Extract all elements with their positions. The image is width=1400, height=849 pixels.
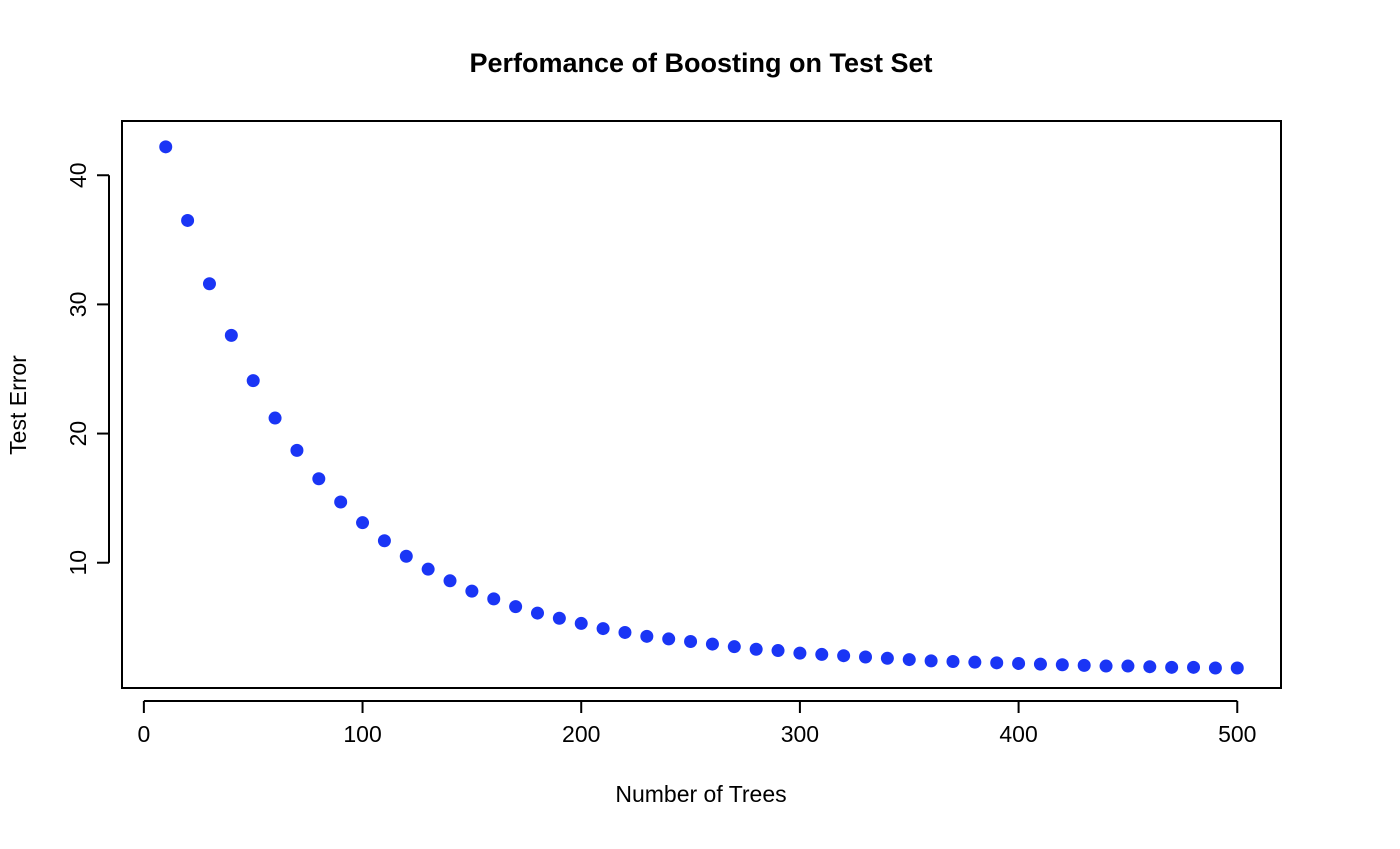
data-point: [487, 592, 501, 606]
data-point: [399, 549, 413, 563]
data-point: [946, 655, 960, 669]
x-tick-label: 400: [999, 721, 1037, 747]
data-point: [530, 606, 544, 620]
data-point: [312, 472, 326, 486]
data-point: [1143, 660, 1157, 674]
y-tick-label: 10: [65, 550, 91, 576]
data-point: [968, 655, 982, 669]
data-point: [377, 534, 391, 548]
data-point: [356, 516, 370, 530]
x-tick-label: 0: [137, 721, 150, 747]
data-point: [596, 622, 610, 636]
plot-frame: [121, 120, 1282, 689]
data-point: [1208, 661, 1222, 675]
y-tick-label: 20: [65, 421, 91, 447]
data-point: [334, 495, 348, 509]
data-point: [1165, 660, 1179, 674]
data-point: [749, 642, 763, 656]
data-point: [705, 637, 719, 651]
data-point: [990, 656, 1004, 670]
data-point: [924, 654, 938, 668]
chart-title: Perfomance of Boosting on Test Set: [469, 48, 932, 78]
data-point: [574, 616, 588, 630]
data-point: [1187, 660, 1201, 674]
data-point: [1077, 658, 1091, 672]
data-point: [859, 650, 873, 664]
data-point: [465, 584, 479, 598]
data-point: [421, 562, 435, 576]
x-tick-label: 300: [781, 721, 819, 747]
data-point: [793, 646, 807, 660]
data-point: [640, 629, 654, 643]
data-point: [1055, 658, 1069, 672]
data-point: [771, 644, 785, 658]
data-point: [552, 611, 566, 625]
data-point: [181, 213, 195, 227]
y-tick-label: 40: [65, 162, 91, 188]
data-point: [684, 635, 698, 649]
data-point: [1121, 659, 1135, 673]
x-axis: 0 100 200 300 400 500: [137, 700, 1256, 747]
data-point: [618, 625, 632, 639]
data-point: [246, 374, 260, 388]
data-point: [443, 574, 457, 588]
data-point: [815, 647, 829, 661]
y-axis-label: Test Error: [5, 355, 31, 455]
y-axis: 10 20 30 40: [65, 162, 110, 576]
data-point: [880, 651, 894, 665]
data-point: [159, 140, 173, 154]
data-point: [902, 653, 916, 667]
data-point: [727, 640, 741, 654]
data-point: [1033, 657, 1047, 671]
data-point: [1099, 659, 1113, 673]
data-point: [1230, 661, 1244, 675]
data-point: [837, 649, 851, 663]
x-tick-label: 200: [562, 721, 600, 747]
x-tick-label: 500: [1218, 721, 1256, 747]
data-point: [1012, 656, 1026, 670]
x-tick-label: 100: [343, 721, 381, 747]
x-axis-label: Number of Trees: [615, 781, 786, 807]
y-tick-label: 30: [65, 292, 91, 318]
data-points: [159, 140, 1244, 675]
data-point: [509, 600, 523, 614]
data-point: [268, 411, 282, 425]
data-point: [662, 632, 676, 646]
data-point: [202, 277, 216, 291]
data-point: [224, 328, 238, 342]
data-point: [290, 443, 304, 457]
